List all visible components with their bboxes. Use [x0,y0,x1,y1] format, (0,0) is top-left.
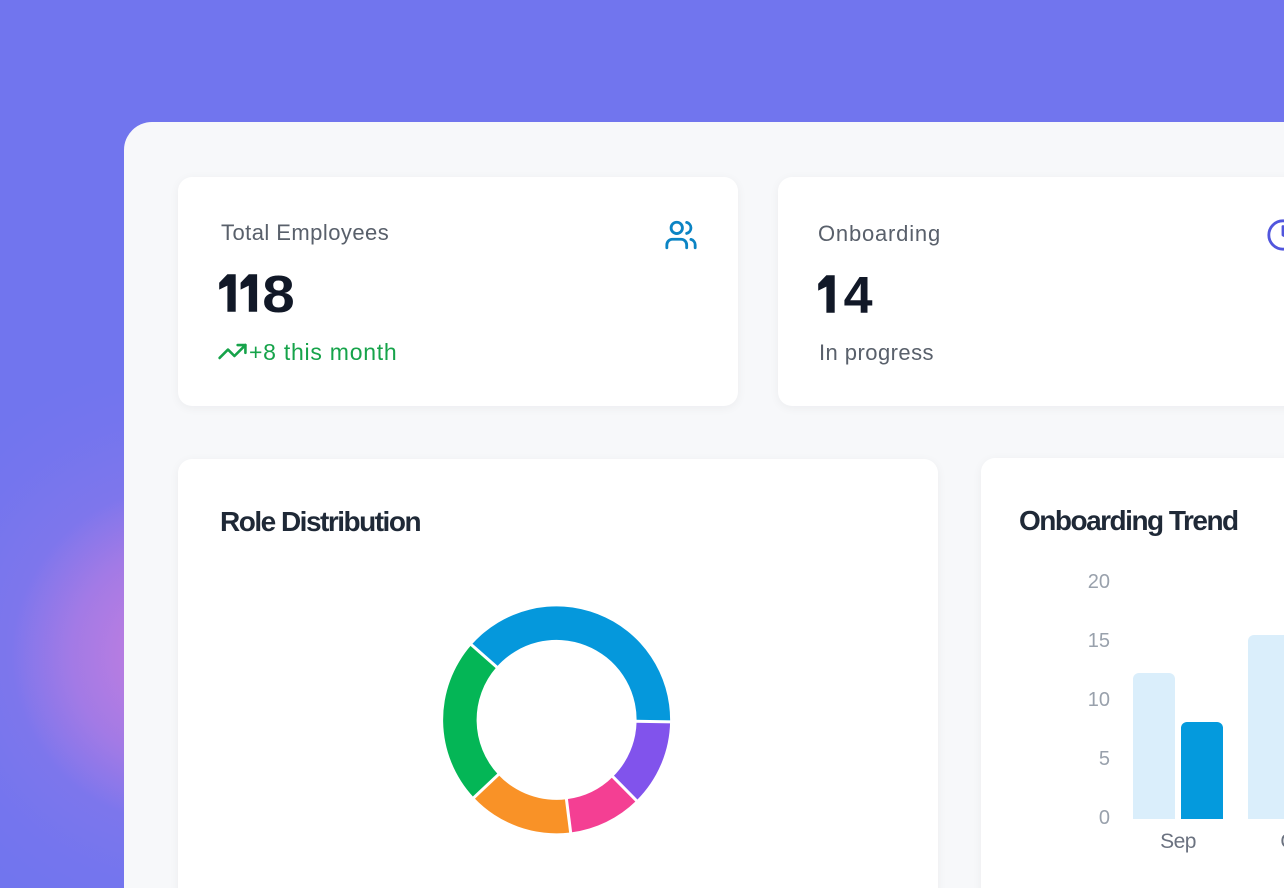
svg-text:4: 4 [844,275,873,315]
svg-text:8: 8 [262,274,295,314]
